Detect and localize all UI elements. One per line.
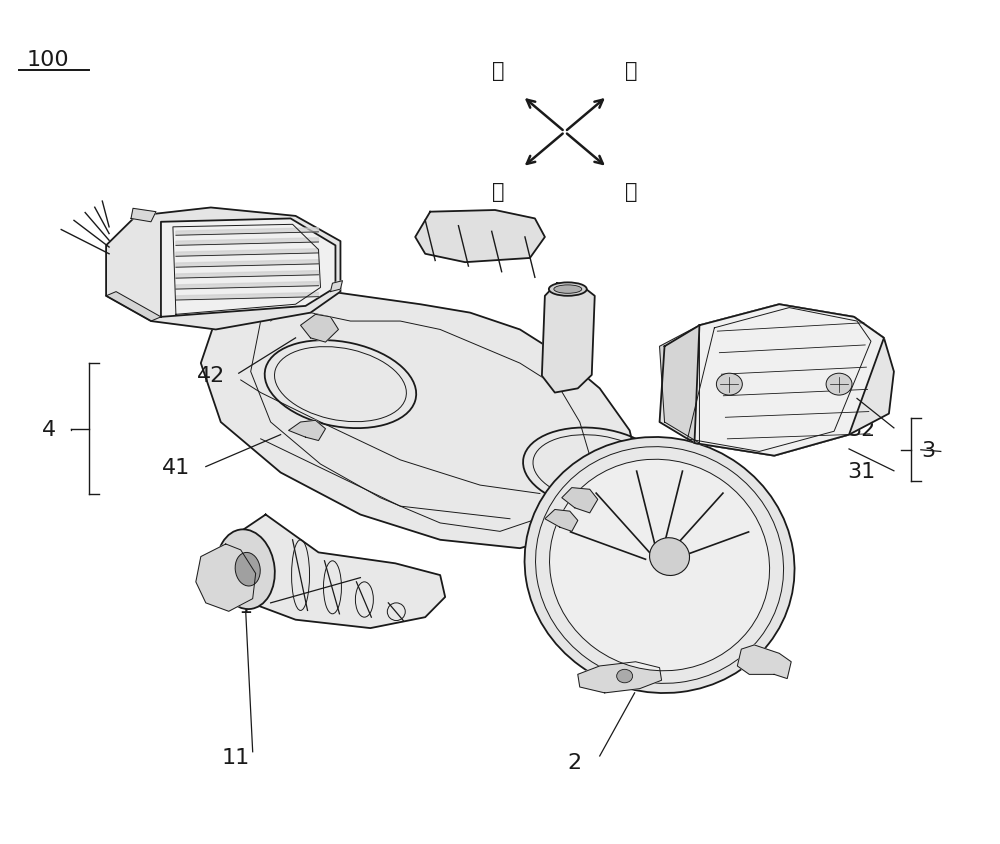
Polygon shape [176, 249, 319, 257]
Text: 41: 41 [162, 458, 190, 479]
Ellipse shape [235, 553, 260, 586]
Text: 31: 31 [847, 463, 875, 483]
Polygon shape [176, 228, 319, 235]
Circle shape [617, 669, 633, 683]
Ellipse shape [550, 459, 770, 671]
Polygon shape [415, 210, 545, 262]
Ellipse shape [536, 446, 784, 684]
Polygon shape [660, 325, 699, 443]
Text: 4: 4 [42, 420, 56, 441]
Ellipse shape [549, 283, 587, 295]
Polygon shape [737, 645, 791, 679]
Polygon shape [545, 510, 578, 532]
Polygon shape [196, 544, 256, 611]
Ellipse shape [554, 285, 582, 294]
Text: 1: 1 [239, 597, 253, 617]
Polygon shape [578, 662, 662, 693]
Polygon shape [562, 488, 598, 513]
Text: 3: 3 [922, 441, 936, 462]
Text: 后: 后 [492, 62, 505, 81]
Ellipse shape [650, 538, 690, 576]
Ellipse shape [525, 437, 795, 693]
Polygon shape [106, 208, 340, 329]
Text: 左: 左 [492, 182, 505, 203]
Polygon shape [201, 271, 640, 549]
Ellipse shape [217, 529, 275, 609]
Polygon shape [289, 420, 325, 441]
Polygon shape [106, 292, 161, 321]
Text: 2: 2 [568, 753, 582, 773]
Polygon shape [176, 282, 319, 289]
Polygon shape [660, 304, 894, 456]
Text: 32: 32 [847, 420, 875, 441]
Polygon shape [542, 284, 595, 392]
Polygon shape [176, 238, 319, 246]
Text: 右: 右 [625, 62, 637, 81]
Polygon shape [176, 260, 319, 268]
Polygon shape [161, 219, 335, 316]
Polygon shape [131, 208, 156, 222]
Circle shape [826, 373, 852, 395]
Text: 100: 100 [27, 51, 70, 70]
Polygon shape [219, 515, 445, 628]
Text: 前: 前 [625, 182, 637, 203]
Polygon shape [176, 293, 319, 300]
Text: 42: 42 [197, 365, 225, 386]
Polygon shape [694, 304, 884, 456]
Polygon shape [301, 314, 338, 342]
Polygon shape [330, 281, 342, 292]
Circle shape [716, 373, 742, 395]
Polygon shape [176, 271, 319, 279]
Text: 11: 11 [222, 749, 250, 769]
